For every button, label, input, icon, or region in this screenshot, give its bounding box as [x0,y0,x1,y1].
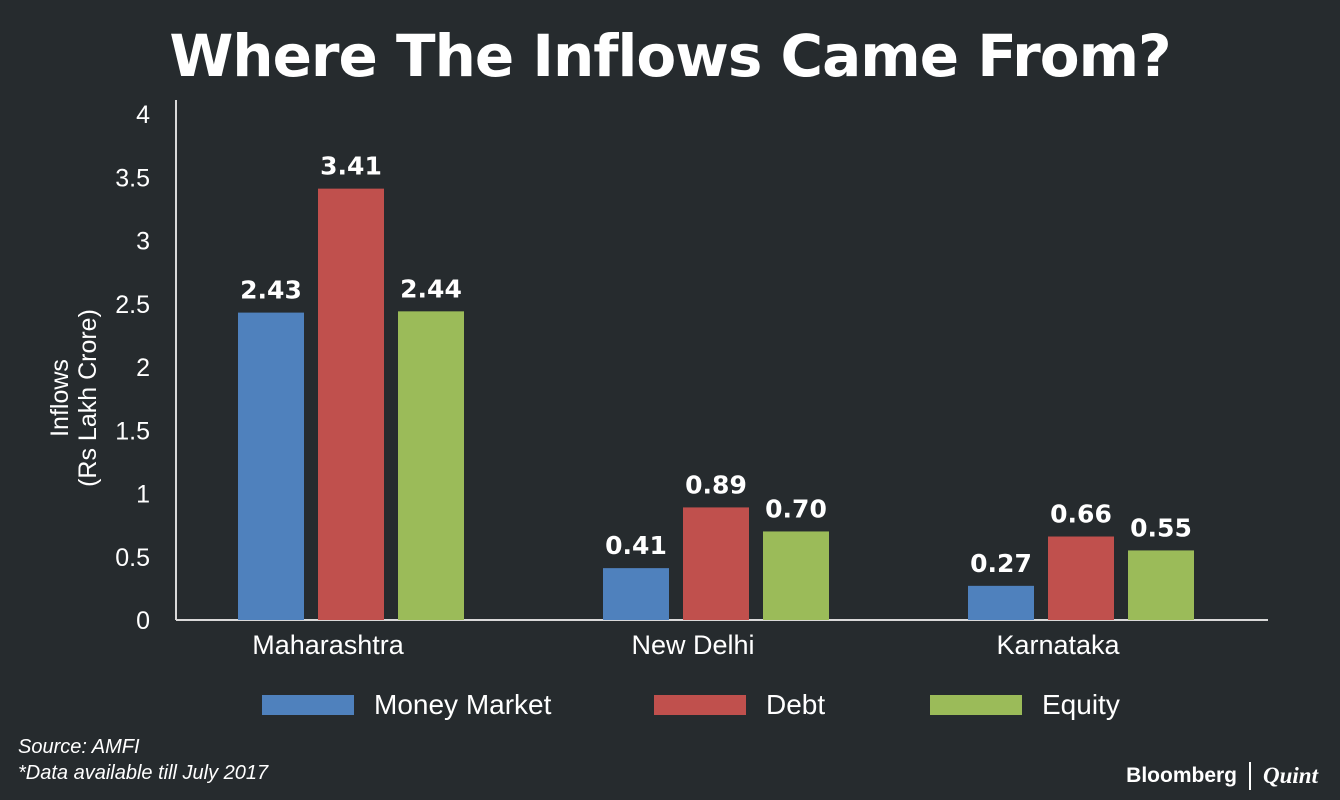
source-note: Source: AMFI *Data available till July 2… [18,734,268,786]
data-label: 0.89 [685,470,747,499]
y-tick-label: 0 [136,607,150,635]
data-label: 0.55 [1130,513,1192,542]
data-availability-note: *Data available till July 2017 [18,762,269,784]
legend-swatch-debt [654,695,746,715]
bar [603,568,669,620]
data-label: 0.66 [1050,500,1112,529]
y-tick-label: 2.5 [115,291,150,319]
brand-divider [1249,762,1252,790]
legend-label-money-market: Money Market [374,689,552,720]
data-label: 2.44 [400,274,462,303]
y-tick-label: 2 [136,354,150,382]
data-label: 0.41 [605,531,667,560]
legend-label-debt: Debt [766,689,826,720]
bar [238,312,304,620]
bar [1128,550,1194,620]
y-tick-label: 3.5 [115,164,150,192]
bar [968,585,1034,620]
brand-logo: Bloomberg Quint [1126,760,1318,792]
data-label: 0.70 [765,494,827,523]
y-tick-label: 1 [136,481,150,509]
y-axis-label: Inflows(Rs Lakh Crore) [46,309,102,487]
quint-wordmark: Quint [1263,763,1318,788]
legend-swatch-money-market [262,695,354,715]
bloomberg-wordmark: Bloomberg [1126,764,1238,787]
source-text: Source: AMFI [18,736,140,758]
bar [398,311,464,620]
y-axis-label-line1: Inflows [46,359,74,437]
legend-item-debt: Debt [654,688,825,722]
bar [763,531,829,620]
chart-title: Where The Inflows Came From? [169,22,1171,90]
bar [1048,536,1114,620]
y-tick-label: 0.5 [115,544,150,572]
y-tick-label: 4 [136,101,150,129]
legend-swatch-equity [930,695,1022,715]
category-label: New Delhi [631,630,754,660]
y-axis-label-line2: (Rs Lakh Crore) [74,309,102,487]
legend-item-equity: Equity [930,688,1120,722]
data-label: 2.43 [240,276,302,305]
category-label: Karnataka [996,630,1120,660]
y-tick-label: 3 [136,228,150,256]
y-tick-label: 1.5 [115,417,150,445]
category-label: Maharashtra [252,630,405,660]
data-label: 0.27 [970,549,1032,578]
data-label: 3.41 [320,152,382,181]
bar [318,188,384,620]
legend-label-equity: Equity [1042,689,1120,720]
legend: Money Market Debt Equity [0,688,1340,722]
bar [683,507,749,620]
legend-item-money-market: Money Market [262,688,551,722]
